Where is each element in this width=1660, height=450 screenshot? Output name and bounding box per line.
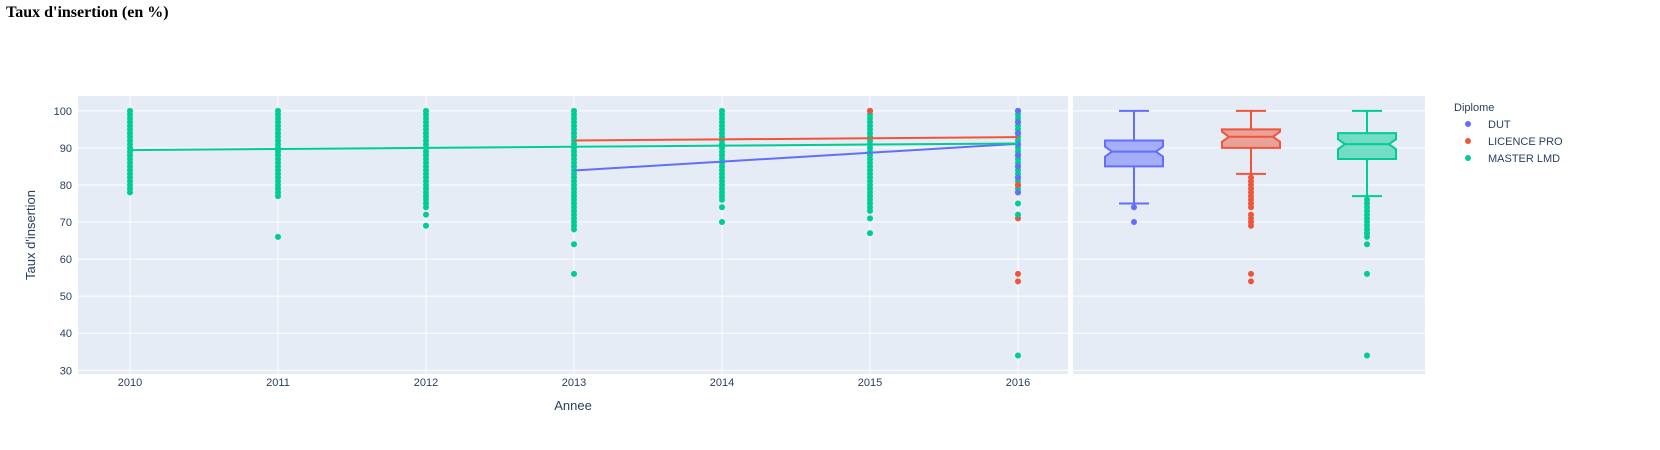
dut-trend-line: [573, 142, 1019, 172]
x-axis-title: Annee: [554, 398, 592, 413]
x-tick-label: 2015: [858, 377, 882, 389]
master-lmd-point: [275, 193, 281, 200]
master-lmd-outlier: [1364, 352, 1370, 359]
licence-pro-point: [1015, 181, 1021, 188]
y-tick-label: 30: [60, 365, 72, 377]
master-lmd-point: [1015, 200, 1021, 207]
master-lmd-point: [571, 270, 577, 277]
master-lmd-point: [719, 219, 725, 226]
licence-pro-outlier: [1248, 204, 1254, 211]
master-lmd-point: [1015, 352, 1021, 359]
licence-pro-point: [867, 107, 873, 114]
x-tick-label: 2013: [562, 377, 586, 389]
licence-pro-box: [1221, 128, 1281, 149]
x-tick-label: 2016: [1006, 377, 1030, 389]
dut-box: [1104, 139, 1164, 168]
master-lmd-point: [867, 215, 873, 222]
legend-label-licence-pro: LICENCE PRO: [1488, 136, 1563, 148]
master-lmd-outlier: [1364, 270, 1370, 277]
master-lmd-trend-line: [129, 142, 1019, 152]
y-tick-label: 60: [60, 254, 72, 266]
dut-point: [1015, 174, 1021, 181]
licence-pro-outlier: [1248, 270, 1254, 277]
master-lmd-point: [867, 207, 873, 214]
dut-point: [1015, 152, 1021, 159]
master-lmd-point: [423, 204, 429, 211]
master-lmd-point: [275, 233, 281, 240]
master-lmd-point: [571, 226, 577, 233]
y-tick-label: 100: [54, 106, 72, 118]
master-lmd-point: [719, 204, 725, 211]
legend-label-master-lmd: MASTER LMD: [1488, 153, 1560, 165]
dut-point: [1015, 118, 1021, 125]
master-lmd-box: [1337, 132, 1397, 161]
master-lmd-outlier: [1364, 233, 1370, 240]
master-lmd-point: [1015, 211, 1021, 218]
legend-label-dut: DUT: [1488, 119, 1511, 131]
dut-outlier: [1131, 204, 1137, 211]
y-tick-label: 70: [60, 217, 72, 229]
master-lmd-point: [423, 222, 429, 229]
page-title: Taux d'insertion (en %): [6, 4, 169, 21]
master-lmd-point: [867, 230, 873, 237]
y-tick-label: 50: [60, 291, 72, 303]
y-tick-label: 80: [60, 180, 72, 192]
dut-point: [1015, 189, 1021, 196]
master-lmd-point: [719, 196, 725, 203]
dut-point: [1015, 163, 1021, 170]
licence-pro-point: [1015, 278, 1021, 285]
licence-pro-trend-line: [573, 136, 1019, 142]
y-tick-label: 40: [60, 328, 72, 340]
legend-marker-dut[interactable]: [1465, 121, 1471, 127]
licence-pro-outlier: [1248, 278, 1254, 285]
master-lmd-point: [571, 241, 577, 248]
licence-pro-point: [1015, 270, 1021, 277]
master-lmd-point: [127, 189, 133, 196]
dut-point: [1015, 107, 1021, 114]
master-lmd-outlier: [1364, 241, 1370, 248]
legend-title: Diplome: [1454, 102, 1494, 114]
master-lmd-point: [423, 211, 429, 218]
y-axis-title: Taux d'insertion: [23, 190, 38, 280]
x-tick-label: 2011: [266, 377, 290, 389]
legend-marker-master-lmd[interactable]: [1465, 155, 1471, 161]
y-tick-label: 90: [60, 143, 72, 155]
licence-pro-outlier: [1248, 222, 1254, 229]
x-tick-label: 2012: [414, 377, 438, 389]
x-tick-label: 2014: [710, 377, 734, 389]
dut-outlier: [1131, 219, 1137, 226]
dut-point: [1015, 130, 1021, 137]
legend-marker-licence-pro[interactable]: [1465, 138, 1471, 144]
x-tick-label: 2010: [118, 377, 142, 389]
